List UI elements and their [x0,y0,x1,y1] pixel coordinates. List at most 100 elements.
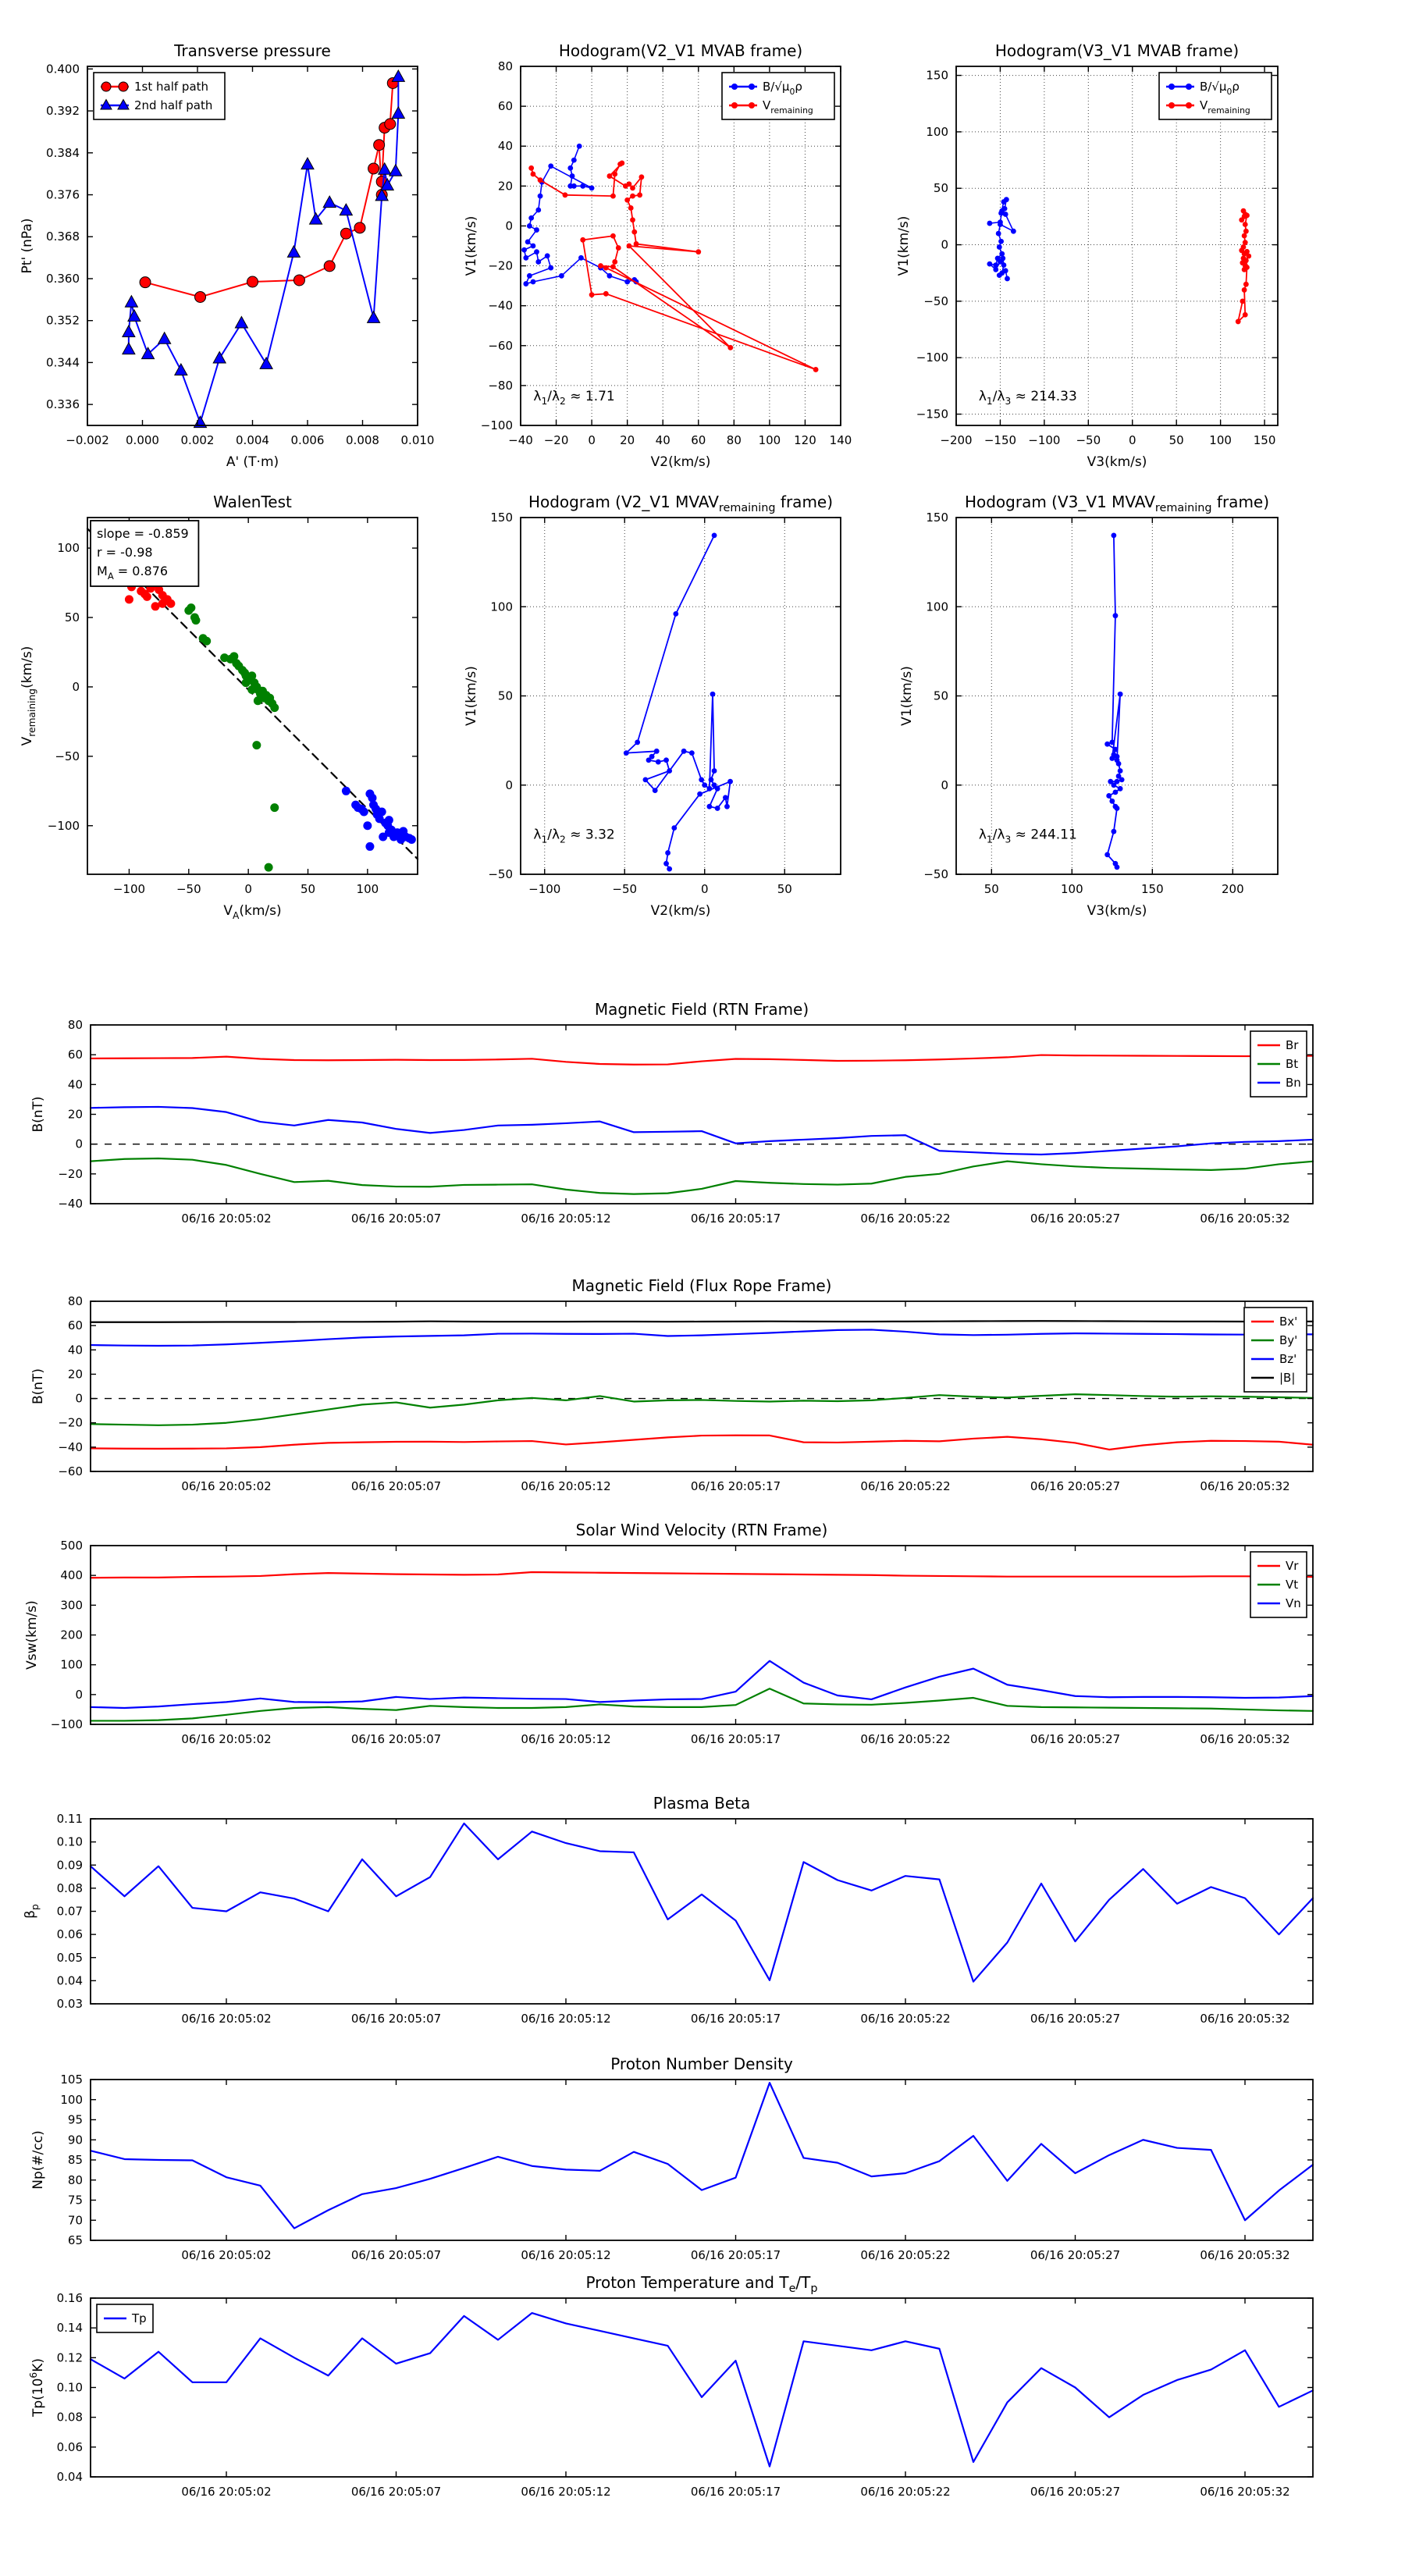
svg-text:0.03: 0.03 [57,1997,83,2011]
svg-text:06/16 20:05:22: 06/16 20:05:22 [860,2012,950,2026]
x-axis-label: V3(km/s) [1087,454,1147,470]
svg-text:0.04: 0.04 [57,2470,83,2484]
svg-text:06/16 20:05:07: 06/16 20:05:07 [351,2485,441,2499]
svg-text:500: 500 [60,1539,83,1553]
svg-text:0.384: 0.384 [46,146,80,160]
svg-text:40: 40 [68,1077,83,1091]
plot-title: Plasma Beta [653,1794,751,1813]
svg-text:06/16 20:05:17: 06/16 20:05:17 [691,1479,781,1493]
plot-title: Hodogram (V2_V1 MVAVremaining frame) [528,493,833,514]
svg-text:0.352: 0.352 [46,314,80,328]
x-axis-label: A' (T·m) [226,454,279,470]
svg-text:0: 0 [244,882,252,896]
svg-text:60: 60 [68,1048,83,1062]
svg-text:100: 100 [926,125,948,139]
svg-text:40: 40 [656,433,670,447]
svg-text:06/16 20:05:27: 06/16 20:05:27 [1030,2012,1120,2026]
svg-text:0: 0 [1129,433,1136,447]
annotation-text: λ1/λ3 ≈ 214.33 [979,389,1077,407]
annotation-text: λ1/λ3 ≈ 244.11 [979,827,1077,845]
y-axis-label: Pt' (nPa) [20,219,35,274]
svg-text:06/16 20:05:22: 06/16 20:05:22 [860,1479,950,1493]
magnetic-field-flux-rope-plot: 06/16 20:05:02 06/16 20:05:07 06/16 20:05:… [30,1276,1314,1493]
svg-text:75: 75 [68,2194,83,2208]
svg-text:06/16 20:05:07: 06/16 20:05:07 [351,1212,441,1226]
legend-label: 2nd half path [134,98,212,112]
legend-label: Vt [1286,1578,1298,1592]
y-axis-label: V1(km/s) [899,666,915,726]
chart-canvas-p1: −40 −20 0 20 40 60 80 100 120 140 −100 −80 −60 −40 −20… [464,41,852,470]
legend-label: B/√μ0ρ [1200,80,1240,97]
svg-text:80: 80 [68,1018,83,1032]
plot-title: Proton Temperature and Te/Tp [585,2273,817,2295]
svg-text:06/16 20:05:17: 06/16 20:05:17 [691,2248,781,2262]
svg-text:−200: −200 [940,433,972,447]
svg-text:0.400: 0.400 [46,62,80,76]
plot-title: Hodogram(V3_V1 MVAB frame) [995,41,1239,60]
svg-text:0.09: 0.09 [57,1858,83,1872]
svg-text:06/16 20:05:32: 06/16 20:05:32 [1200,2485,1289,2499]
chart-canvas-p4: −100 −50 0 50 −50 0 50 100 150 Hodogram (V2_V1 MV… [464,493,841,919]
svg-text:06/16 20:05:12: 06/16 20:05:12 [521,1479,610,1493]
svg-text:0: 0 [941,238,948,252]
y-axis-label: Vremaining(km/s) [20,646,37,746]
svg-text:−20: −20 [488,259,513,273]
svg-text:06/16 20:05:27: 06/16 20:05:27 [1030,1479,1120,1493]
svg-text:06/16 20:05:02: 06/16 20:05:02 [181,2012,271,2026]
svg-text:40: 40 [68,1343,83,1357]
svg-text:−40: −40 [58,1197,83,1211]
walen-test-plot: −100 −50 0 50 100 −100 −50 0 50 100 WalenTest VA(km… [20,493,419,921]
svg-text:50: 50 [934,689,948,703]
x-axis-label: V2(km/s) [651,903,711,919]
svg-text:150: 150 [1254,433,1276,447]
svg-text:80: 80 [68,2173,83,2187]
svg-text:0.08: 0.08 [57,1881,83,1895]
legend: Vr Vt Vn [1250,1551,1307,1618]
svg-text:0.07: 0.07 [57,1905,83,1919]
stats-line: MA = 0.876 [97,564,168,582]
chart-canvas-p0: −0.002 0.000 0.002 0.004 0.006 0.008 0.010 0.33… [20,41,434,470]
svg-text:0: 0 [75,1137,83,1151]
svg-text:20: 20 [68,1108,83,1122]
svg-text:06/16 20:05:02: 06/16 20:05:02 [181,2248,271,2262]
svg-text:0.360: 0.360 [46,272,80,286]
svg-text:06/16 20:05:22: 06/16 20:05:22 [860,1212,950,1226]
svg-text:50: 50 [934,181,948,195]
svg-text:50: 50 [498,689,513,703]
svg-text:50: 50 [1169,433,1184,447]
legend: Tp [96,2304,154,2333]
svg-text:06/16 20:05:32: 06/16 20:05:32 [1200,1732,1289,1746]
svg-text:200: 200 [60,1628,83,1642]
svg-text:120: 120 [794,433,816,447]
svg-text:0.16: 0.16 [57,2291,83,2305]
plasma-beta-plot: 06/16 20:05:02 06/16 20:05:07 06/16 20:05:… [23,1794,1314,2026]
y-axis-label: B(nT) [30,1096,46,1132]
svg-text:−50: −50 [1076,433,1101,447]
svg-text:0.392: 0.392 [46,104,80,118]
x-axis-label: V3(km/s) [1087,903,1147,919]
svg-text:06/16 20:05:32: 06/16 20:05:32 [1200,2248,1289,2262]
legend-label: Bt [1286,1057,1298,1071]
svg-text:0.368: 0.368 [46,229,80,244]
legend-label: Bx' [1279,1315,1297,1329]
legend-label: Bn [1286,1076,1301,1090]
svg-text:0.002: 0.002 [181,433,215,447]
svg-text:85: 85 [68,2153,83,2167]
svg-text:06/16 20:05:07: 06/16 20:05:07 [351,1732,441,1746]
x-axis-label: VA(km/s) [223,903,281,921]
svg-text:100: 100 [57,541,80,555]
svg-text:06/16 20:05:12: 06/16 20:05:12 [521,2012,610,2026]
svg-text:0.004: 0.004 [236,433,269,447]
svg-text:−40: −40 [58,1440,83,1454]
svg-text:60: 60 [68,1318,83,1332]
y-axis-label: Vsw(km/s) [24,1600,40,1670]
svg-text:−100: −100 [113,882,145,896]
svg-text:06/16 20:05:22: 06/16 20:05:22 [860,2485,950,2499]
svg-text:−20: −20 [544,433,569,447]
svg-text:06/16 20:05:27: 06/16 20:05:27 [1030,1212,1120,1226]
svg-text:06/16 20:05:32: 06/16 20:05:32 [1200,1479,1289,1493]
legend-label: B/√μ0ρ [763,80,802,97]
svg-text:−20: −20 [58,1167,83,1181]
legend-label: Vn [1286,1596,1301,1610]
svg-text:−100: −100 [916,350,948,365]
